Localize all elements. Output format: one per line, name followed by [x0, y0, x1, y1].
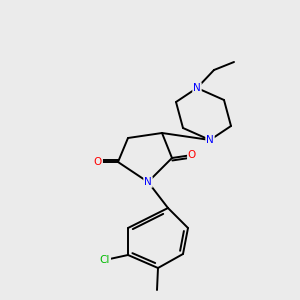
Text: O: O [94, 157, 102, 167]
Text: N: N [193, 83, 201, 93]
Text: Cl: Cl [100, 255, 110, 265]
Text: N: N [144, 177, 152, 187]
Text: O: O [188, 150, 196, 160]
Text: N: N [206, 135, 214, 145]
